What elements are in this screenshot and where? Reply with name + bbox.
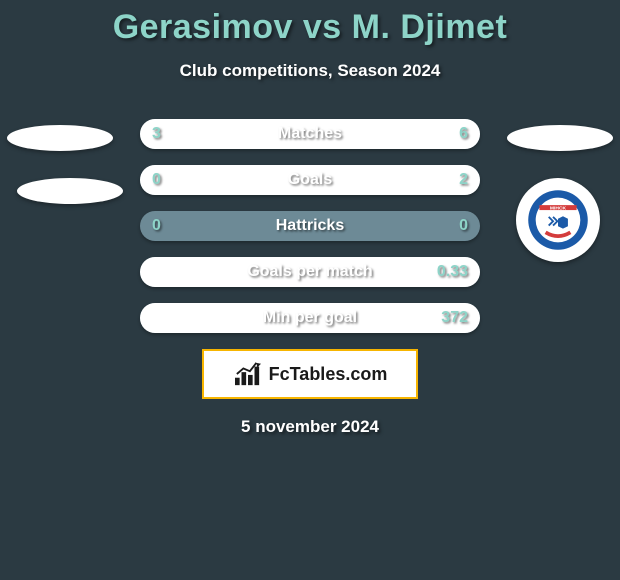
stats-container: Matches36Goals02Hattricks00Goals per mat… bbox=[0, 119, 620, 333]
snapshot-date: 5 november 2024 bbox=[0, 417, 620, 437]
stat-row: Hattricks0 0 bbox=[140, 211, 480, 241]
stat-right-value: 0 bbox=[459, 211, 468, 241]
stat-right-value: 2 bbox=[459, 165, 468, 195]
season-subtitle: Club competitions, Season 2024 bbox=[0, 61, 620, 81]
stat-left-value: 0 bbox=[152, 211, 161, 241]
stat-label: Min per goal bbox=[140, 303, 480, 333]
stat-label: Hattricks bbox=[140, 211, 480, 241]
stat-label: Goals bbox=[140, 165, 480, 195]
comparison-title: Gerasimov vs M. Djimet bbox=[0, 0, 620, 47]
stat-row: Goals0 2 bbox=[140, 165, 480, 195]
stat-row: Goals per match0.33 bbox=[140, 257, 480, 287]
stat-right-value: 6 bbox=[459, 119, 468, 149]
stat-left-value: 3 bbox=[152, 119, 161, 149]
stat-label: Matches bbox=[140, 119, 480, 149]
brand-watermark: FcTables.com bbox=[202, 349, 418, 399]
stat-right-value: 372 bbox=[441, 303, 468, 333]
brand-chart-icon bbox=[233, 361, 263, 387]
stat-left-value: 0 bbox=[152, 165, 161, 195]
stat-label: Goals per match bbox=[140, 257, 480, 287]
stat-right-value: 0.33 bbox=[437, 257, 468, 287]
stat-row: Matches3 6 bbox=[140, 119, 480, 149]
brand-text: FcTables.com bbox=[269, 364, 388, 385]
stat-row: Min per goal372 bbox=[140, 303, 480, 333]
